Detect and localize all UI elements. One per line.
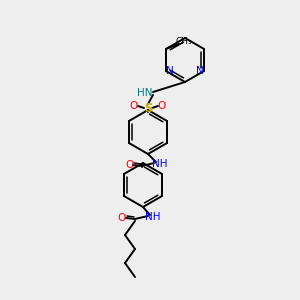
Text: N: N (166, 66, 174, 76)
Text: N: N (196, 66, 204, 76)
Text: CH₃: CH₃ (176, 37, 192, 46)
Text: HN: HN (137, 88, 153, 98)
Text: NH: NH (152, 159, 168, 169)
Text: NH: NH (145, 212, 161, 222)
Text: O: O (130, 101, 138, 111)
Text: O: O (125, 160, 133, 170)
Text: O: O (158, 101, 166, 111)
Text: S: S (144, 101, 152, 115)
Text: O: O (118, 213, 126, 223)
